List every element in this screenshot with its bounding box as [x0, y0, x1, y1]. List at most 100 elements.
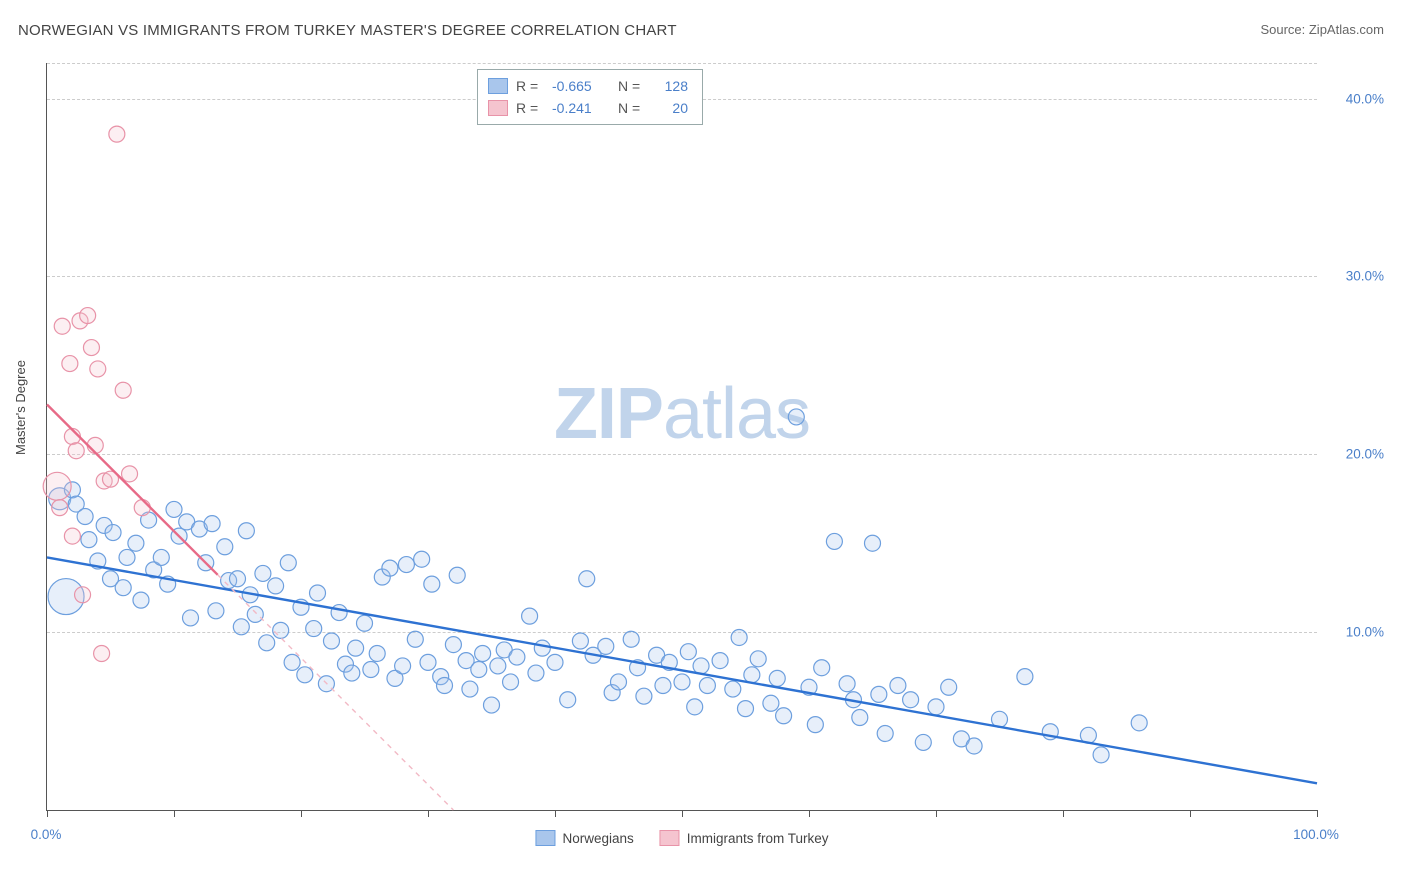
norwegians-n-value: 128 [654, 78, 688, 94]
norwegians-point [509, 649, 525, 665]
y-tick-label: 10.0% [1346, 625, 1384, 640]
x-tick [1317, 810, 1318, 817]
norwegians-point [490, 658, 506, 674]
norwegians-point [966, 738, 982, 754]
norwegians-point [208, 603, 224, 619]
turkey-r-value: -0.241 [552, 100, 610, 116]
norwegians-point [348, 640, 364, 656]
norwegians-point [636, 688, 652, 704]
turkey-point [62, 356, 78, 372]
y-tick-label: 40.0% [1346, 91, 1384, 106]
norwegians-point [572, 633, 588, 649]
norwegians-point [449, 567, 465, 583]
norwegians-point [217, 539, 233, 555]
norwegians-point [687, 699, 703, 715]
norwegians-point [77, 509, 93, 525]
norwegians-point [877, 726, 893, 742]
norwegians-point [528, 665, 544, 681]
norwegians-point [273, 622, 289, 638]
norwegians-point [522, 608, 538, 624]
norwegians-point [655, 678, 671, 694]
turkey-n-value: 20 [654, 100, 688, 116]
x-tick [682, 810, 683, 817]
norwegians-point [674, 674, 690, 690]
norwegians-point [712, 653, 728, 669]
norwegians-point [133, 592, 149, 608]
norwegians-point [398, 557, 414, 573]
norwegians-point [420, 654, 436, 670]
stats-row-turkey: R =-0.241N =20 [488, 97, 688, 119]
turkey-point [64, 528, 80, 544]
norwegians-point [814, 660, 830, 676]
norwegians-point [890, 678, 906, 694]
norwegians-point [871, 686, 887, 702]
y-axis-label: Master's Degree [13, 360, 28, 455]
x-tick-label: 0.0% [31, 827, 62, 842]
norwegians-point [471, 661, 487, 677]
norwegians-point [119, 549, 135, 565]
x-tick [936, 810, 937, 817]
norwegians-point [941, 679, 957, 695]
norwegians-point [769, 670, 785, 686]
norwegians-point [475, 645, 491, 661]
stats-row-norwegians: R = -0.665 N = 128 [488, 75, 688, 97]
norwegians-point [928, 699, 944, 715]
n-label: N = [618, 78, 646, 94]
norwegians-point [776, 708, 792, 724]
norwegians-point [445, 637, 461, 653]
x-tick [301, 810, 302, 817]
norwegians-point [128, 535, 144, 551]
norwegians-point [323, 633, 339, 649]
turkey-point [43, 472, 71, 500]
norwegians-point [255, 565, 271, 581]
source-link[interactable]: ZipAtlas.com [1309, 22, 1384, 37]
norwegians-point [839, 676, 855, 692]
norwegians-point [579, 571, 595, 587]
norwegians-point [306, 621, 322, 637]
turkey-point [54, 318, 70, 334]
norwegians-point [788, 409, 804, 425]
norwegians-point [503, 674, 519, 690]
turkey-point [75, 587, 91, 603]
norwegians-point [484, 697, 500, 713]
x-tick [174, 810, 175, 817]
norwegians-point [699, 678, 715, 694]
norwegians-point [424, 576, 440, 592]
x-tick-labels: 0.0%100.0% [46, 817, 1316, 841]
y-tick-labels: 10.0% 20.0% 30.0% 40.0% [1320, 63, 1388, 810]
norwegians-point [369, 645, 385, 661]
norwegians-point [738, 701, 754, 717]
x-tick [1063, 810, 1064, 817]
turkey-point [83, 340, 99, 356]
norwegians-r-value: -0.665 [552, 78, 610, 94]
norwegians-point [153, 549, 169, 565]
norwegians-point [310, 585, 326, 601]
norwegians-point [547, 654, 563, 670]
source-attribution: Source: ZipAtlas.com [1260, 22, 1384, 37]
norwegians-point [238, 523, 254, 539]
norwegians-point [331, 605, 347, 621]
y-tick-label: 30.0% [1346, 269, 1384, 284]
turkey-point [94, 645, 110, 661]
source-prefix: Source: [1260, 22, 1308, 37]
r-label: R = [516, 100, 544, 116]
norwegians-point [357, 615, 373, 631]
norwegians-point [204, 516, 220, 532]
norwegians-point [915, 734, 931, 750]
r-label: R = [516, 78, 544, 94]
turkey-point [90, 361, 106, 377]
x-tick [47, 810, 48, 817]
chart-container: Master's Degree ZIPatlas R =-0.665N =128… [18, 55, 1388, 850]
norwegians-point [230, 571, 246, 587]
x-tick-label: 100.0% [1293, 827, 1339, 842]
norwegians-point [611, 674, 627, 690]
plot-area: ZIPatlas R =-0.665N =128R =-0.241N =20 N… [46, 63, 1317, 811]
norwegians-point [534, 640, 550, 656]
norwegians-point [382, 560, 398, 576]
norwegians-point [115, 580, 131, 596]
norwegians-point [280, 555, 296, 571]
norwegians-point [259, 635, 275, 651]
x-tick [809, 810, 810, 817]
y-tick-label: 20.0% [1346, 447, 1384, 462]
correlation-stats-legend: R =-0.665N =128R =-0.241N =20 [477, 69, 703, 125]
